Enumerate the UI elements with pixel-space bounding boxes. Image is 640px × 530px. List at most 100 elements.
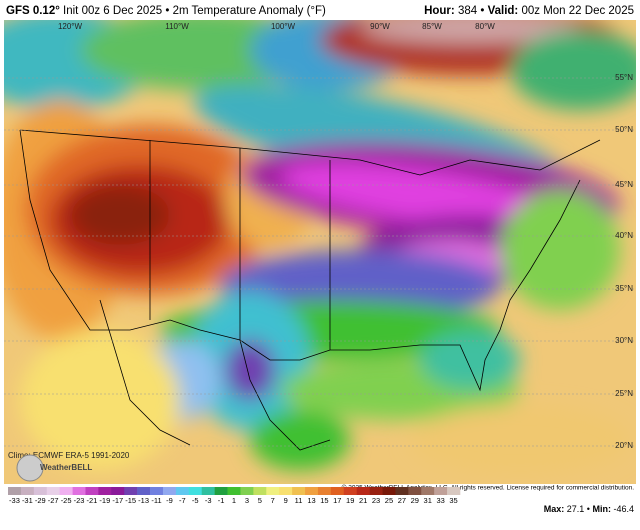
legend-tick-label: -3 — [205, 496, 212, 505]
legend-swatch — [162, 487, 177, 495]
logo-circle — [16, 454, 44, 482]
legend-swatch — [240, 487, 254, 495]
field: 2m Temperature Anomaly (°F) — [173, 5, 326, 17]
legend-swatch — [137, 487, 151, 495]
legend-tick-label: 3 — [245, 496, 249, 505]
legend-tick-label: -31 — [22, 496, 33, 505]
legend-swatch — [150, 487, 164, 495]
legend-tick-label: -25 — [61, 496, 72, 505]
legend-swatch — [317, 487, 332, 495]
legend-tick-label: -9 — [166, 496, 173, 505]
header-right: Hour: 384 • Valid: 00z Mon 22 Dec 2025 — [424, 5, 634, 17]
legend-swatch — [330, 487, 345, 495]
legend-tick-label: 21 — [359, 496, 367, 505]
legend-swatch — [8, 487, 22, 495]
legend-swatch — [124, 487, 138, 495]
stats: Max: 27.1 • Min: -46.4 — [544, 504, 634, 514]
legend-swatch — [279, 487, 293, 495]
legend-swatch — [33, 487, 48, 495]
legend-tick-label: 29 — [411, 496, 419, 505]
legend-swatch — [421, 487, 435, 495]
longitude-label: 90°W — [370, 22, 390, 31]
header-left: GFS 0.12° Init 00z 6 Dec 2025 • 2m Tempe… — [6, 5, 326, 17]
legend-tick-label: 27 — [398, 496, 406, 505]
legend-tick-label: 25 — [385, 496, 393, 505]
legend-tick-label: 15 — [320, 496, 328, 505]
legend-tick-label: 5 — [258, 496, 262, 505]
separator: • — [165, 5, 169, 17]
min: -46.4 — [613, 504, 634, 514]
legend-tick-label: -15 — [125, 496, 136, 505]
separator: • — [587, 504, 590, 514]
legend-swatch — [188, 487, 203, 495]
legend-swatch — [59, 487, 73, 495]
longitude-label: 85°W — [422, 22, 442, 31]
legend-tick-label: -29 — [35, 496, 46, 505]
legend-tick-label: 17 — [333, 496, 341, 505]
legend-swatch — [343, 487, 357, 495]
legend-swatch — [305, 487, 319, 495]
legend-swatch — [382, 487, 396, 495]
valid-label: Valid: — [488, 5, 519, 17]
legend-swatch — [85, 487, 99, 495]
legend-swatch — [408, 487, 422, 495]
legend-swatch — [434, 487, 448, 495]
legend-tick-label: -1 — [218, 496, 225, 505]
max: 27.1 — [567, 504, 585, 514]
legend-tick-label: 31 — [424, 496, 432, 505]
header-bar — [0, 0, 640, 20]
legend-swatch — [201, 487, 215, 495]
legend-tick-label: 19 — [346, 496, 354, 505]
graticule — [4, 77, 636, 447]
legend-swatch — [175, 487, 190, 495]
borders — [19, 129, 601, 451]
longitude-label: 110°W — [165, 22, 189, 31]
legend-tick-label: -13 — [138, 496, 149, 505]
max-label: Max: — [544, 504, 565, 514]
legend-tick-label: -5 — [192, 496, 199, 505]
hour: 384 — [458, 5, 478, 17]
logo: WeatherBELL — [40, 463, 92, 472]
legend-tick-label: 13 — [307, 496, 315, 505]
legend-tick-label: 35 — [449, 496, 457, 505]
init: Init 00z 6 Dec 2025 — [63, 5, 162, 17]
legend-swatch — [369, 487, 383, 495]
legend-swatch — [20, 487, 35, 495]
legend-swatch — [253, 487, 267, 495]
longitude-label: 80°W — [475, 22, 495, 31]
model: GFS 0.12° — [6, 5, 60, 17]
legend-tick-label: -21 — [87, 496, 98, 505]
legend-tick-label: -11 — [151, 496, 161, 505]
legend-swatch — [111, 487, 125, 495]
latitude-label: 25°N — [615, 389, 633, 398]
legend-tick-label: 33 — [436, 496, 444, 505]
valid: 00z Mon 22 Dec 2025 — [521, 5, 634, 17]
legend-swatch — [227, 487, 241, 495]
climo: Climo: ECMWF ERA-5 1991-2020 — [8, 451, 130, 460]
legend-swatch — [46, 487, 60, 495]
legend-swatch — [292, 487, 306, 495]
latitude-label: 30°N — [615, 336, 633, 345]
legend-tick-label: 11 — [295, 496, 303, 505]
legend-tick-label: 7 — [271, 496, 275, 505]
legend-swatch — [266, 487, 280, 495]
latitude-label: 40°N — [615, 231, 633, 240]
latitude-label: 55°N — [615, 73, 633, 82]
legend-swatch — [98, 487, 112, 495]
legend-swatch — [214, 487, 228, 495]
legend-tick-label: -23 — [74, 496, 85, 505]
latitude-label: 20°N — [615, 441, 633, 450]
legend-tick-label: -27 — [48, 496, 59, 505]
separator: • — [480, 5, 484, 17]
longitude-label: 120°W — [58, 22, 83, 31]
latitude-label: 50°N — [615, 125, 633, 134]
legend-tick-label: -33 — [9, 496, 20, 505]
legend-swatch — [356, 487, 370, 495]
legend-tick-label: 1 — [232, 496, 236, 505]
latitude-label: 35°N — [615, 284, 633, 293]
legend-tick-label: 9 — [284, 496, 288, 505]
legend-tick-label: -7 — [179, 496, 186, 505]
legend-tick-label: 23 — [372, 496, 380, 505]
longitude-label: 100°W — [271, 22, 296, 31]
